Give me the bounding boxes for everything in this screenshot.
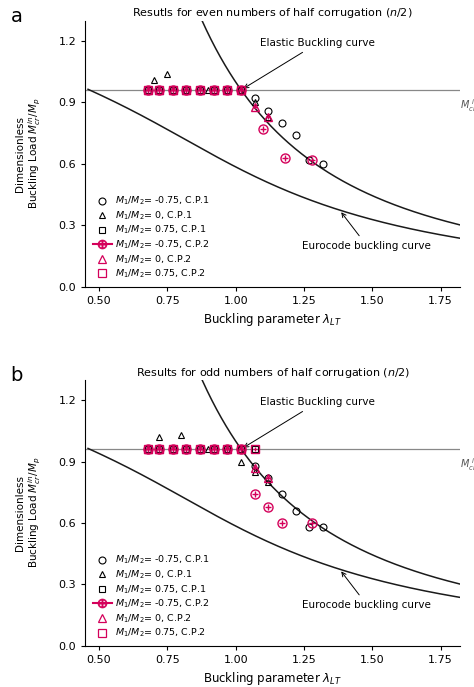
- Text: b: b: [10, 366, 23, 385]
- Text: Elastic Buckling curve: Elastic Buckling curve: [245, 38, 375, 88]
- Text: a: a: [10, 8, 22, 26]
- Text: Buckling Load $M_{cr}^{in}/M_p$: Buckling Load $M_{cr}^{in}/M_p$: [27, 457, 43, 568]
- Text: Dimensionless: Dimensionless: [15, 475, 25, 551]
- Text: $M_{cr}^{\ in}/M_p=1$: $M_{cr}^{\ in}/M_p=1$: [460, 98, 474, 114]
- Legend: $M_1/M_2$= -0.75, C.P.1, $M_1/M_2$= 0, C.P.1, $M_1/M_2$= 0.75, C.P.1, $M_1/M_2$=: $M_1/M_2$= -0.75, C.P.1, $M_1/M_2$= 0, C…: [89, 191, 213, 284]
- Text: Eurocode buckling curve: Eurocode buckling curve: [302, 572, 431, 610]
- X-axis label: Buckling parameter $\lambda_{LT}$: Buckling parameter $\lambda_{LT}$: [203, 311, 342, 328]
- Legend: $M_1/M_2$= -0.75, C.P.1, $M_1/M_2$= 0, C.P.1, $M_1/M_2$= 0.75, C.P.1, $M_1/M_2$=: $M_1/M_2$= -0.75, C.P.1, $M_1/M_2$= 0, C…: [89, 550, 213, 643]
- Text: $M_{cr}^{\ in}/M_p=1$: $M_{cr}^{\ in}/M_p=1$: [460, 457, 474, 473]
- Text: Buckling Load $M_{cr}^{in}/M_p$: Buckling Load $M_{cr}^{in}/M_p$: [27, 98, 43, 210]
- Title: Resutls for even numbers of half corrugation ($n$/2): Resutls for even numbers of half corruga…: [132, 6, 413, 21]
- Text: Eurocode buckling curve: Eurocode buckling curve: [302, 213, 431, 251]
- Text: Dimensionless: Dimensionless: [15, 115, 25, 192]
- Title: Results for odd numbers of half corrugation ($n$/2): Results for odd numbers of half corrugat…: [136, 365, 410, 380]
- X-axis label: Buckling parameter $\lambda_{LT}$: Buckling parameter $\lambda_{LT}$: [203, 671, 342, 687]
- Text: Elastic Buckling curve: Elastic Buckling curve: [245, 397, 375, 447]
